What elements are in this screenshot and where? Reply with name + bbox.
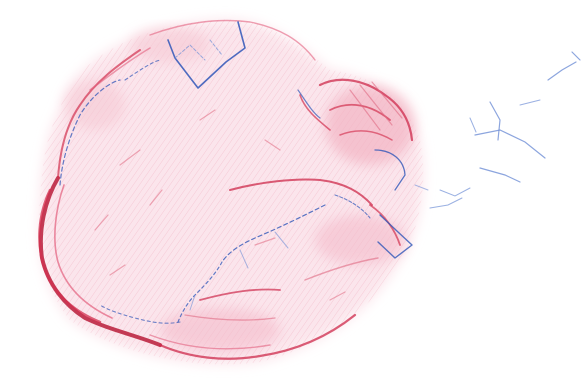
red-contours bbox=[38, 19, 414, 360]
tissue-region bbox=[38, 19, 424, 365]
outer-blue-traces bbox=[414, 51, 581, 209]
blue-traces bbox=[59, 21, 413, 324]
